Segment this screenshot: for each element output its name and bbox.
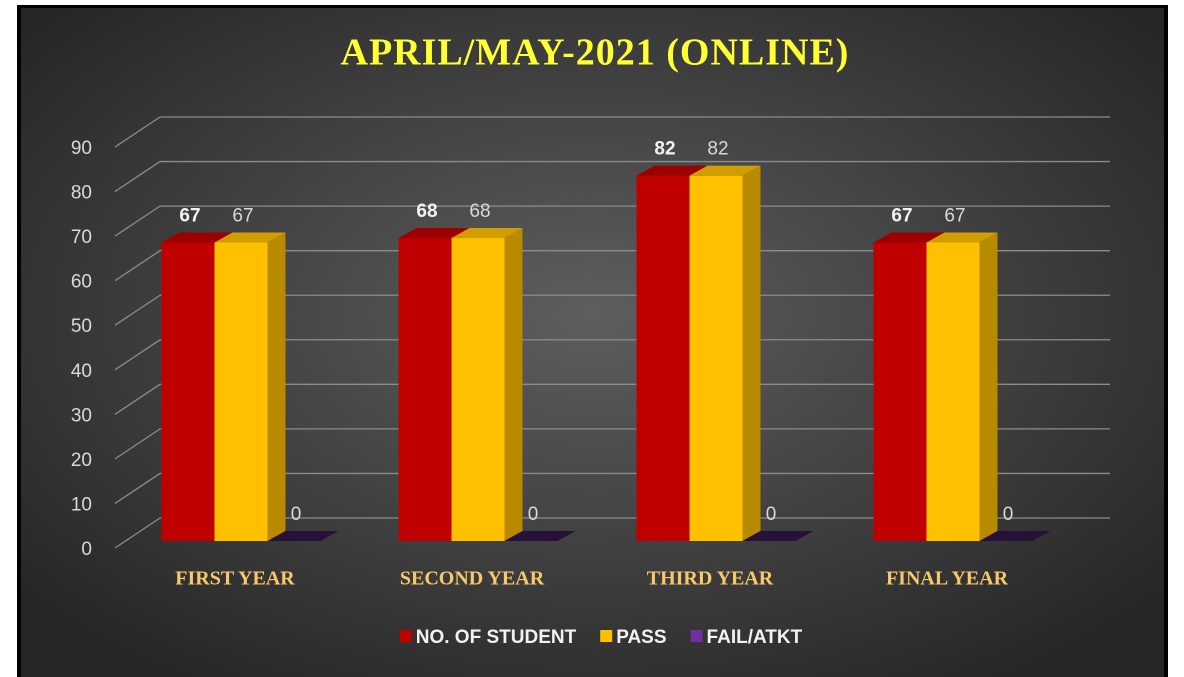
y-tick-label: 60 — [71, 272, 92, 293]
data-label: 68 — [469, 201, 490, 222]
bar-top — [979, 531, 1051, 541]
bar-front — [873, 242, 927, 541]
y-tick-label: 0 — [81, 539, 92, 560]
data-label: 0 — [528, 504, 539, 525]
bar-top — [926, 232, 998, 243]
bar-front — [689, 175, 743, 541]
legend-label: PASS — [616, 627, 666, 648]
y-tick-label: 40 — [71, 361, 92, 382]
data-label: 82 — [707, 139, 728, 160]
data-label: 67 — [944, 205, 965, 226]
grid-line — [114, 339, 1110, 371]
bar-front — [161, 242, 215, 541]
grid-line — [114, 428, 1110, 460]
bar — [504, 531, 576, 541]
grid-line — [114, 383, 1110, 415]
data-label: 0 — [291, 504, 302, 525]
data-label: 0 — [1003, 504, 1014, 525]
legend-swatch — [600, 630, 613, 642]
data-label: 67 — [232, 205, 253, 226]
bar-top — [636, 165, 708, 176]
bar-top — [267, 531, 339, 541]
grid-line — [114, 294, 1110, 326]
bar-top — [504, 531, 576, 541]
bar — [451, 228, 523, 541]
y-tick-label: 70 — [71, 227, 92, 248]
x-tick-label: SECOND YEAR — [400, 568, 545, 590]
grid-line — [114, 116, 1110, 148]
bar — [926, 232, 998, 541]
bar-side — [267, 232, 286, 541]
legend-swatch — [399, 630, 412, 642]
bar-top — [742, 531, 814, 541]
data-label: 82 — [654, 139, 675, 160]
data-label: 67 — [891, 205, 912, 226]
legend-swatch — [690, 630, 703, 642]
y-tick-label: 50 — [71, 316, 92, 337]
bar — [267, 531, 339, 541]
bar-front — [451, 238, 505, 541]
legend-label: NO. OF STUDENT — [416, 627, 577, 648]
x-tick-label: FINAL YEAR — [886, 568, 1009, 590]
bar — [742, 531, 814, 541]
x-tick-label: THIRD YEAR — [647, 568, 774, 590]
grid-line — [114, 160, 1110, 193]
bar-top — [873, 232, 945, 243]
grid-line — [114, 205, 1110, 237]
y-tick-label: 90 — [71, 138, 92, 159]
data-label: 67 — [179, 205, 200, 226]
y-tick-label: 80 — [71, 183, 92, 204]
bar-top — [689, 165, 761, 176]
bar-top — [214, 232, 286, 243]
grid-line — [114, 472, 1110, 504]
y-tick-label: 30 — [71, 405, 92, 426]
bar-front — [636, 175, 690, 541]
chart-title: APRIL/MAY-2021 (ONLINE) — [341, 32, 850, 74]
bar-front — [398, 238, 452, 541]
bar-side — [979, 232, 998, 541]
data-label: 68 — [416, 201, 437, 222]
bar — [214, 232, 286, 541]
bar-top — [398, 228, 470, 239]
data-label: 0 — [766, 504, 777, 525]
bar — [979, 531, 1051, 541]
grid-line — [114, 517, 1110, 549]
y-tick-label: 20 — [71, 450, 92, 471]
legend: NO. OF STUDENT PASS FAIL/ATKT — [399, 627, 803, 648]
bar-front — [926, 242, 980, 541]
bar — [689, 165, 761, 541]
bar-top — [451, 228, 523, 239]
x-tick-label: FIRST YEAR — [175, 568, 295, 590]
bar-top — [161, 232, 233, 243]
bar-front — [214, 242, 268, 541]
bar-side — [742, 165, 761, 541]
y-tick-label: 10 — [71, 494, 92, 515]
legend-label: FAIL/ATKT — [707, 627, 803, 648]
grid-line — [114, 250, 1110, 282]
bar-side — [504, 228, 523, 541]
